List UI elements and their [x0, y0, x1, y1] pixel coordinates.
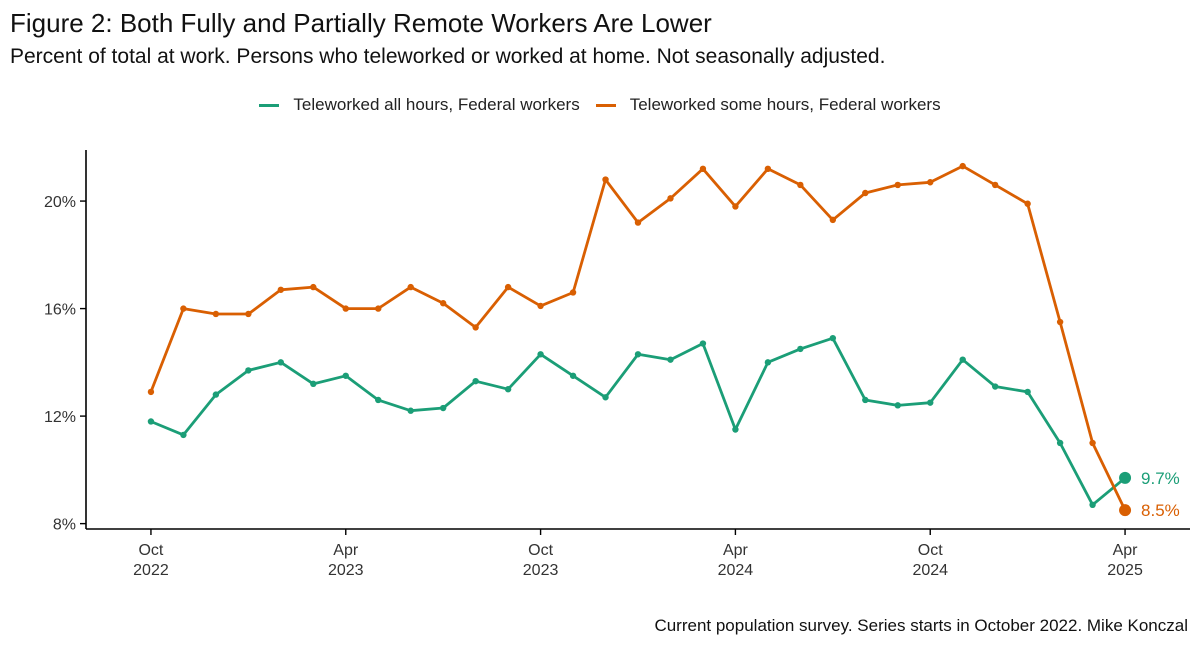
x-tick-label-year: 2023 [328, 562, 364, 579]
data-point [667, 195, 674, 202]
data-point [537, 351, 544, 358]
data-point [180, 431, 187, 439]
legend-item-all-hours: Teleworked all hours, Federal workers [259, 95, 580, 115]
legend-label-some-hours: Teleworked some hours, Federal workers [629, 95, 941, 114]
data-point [277, 359, 285, 366]
data-point [1024, 200, 1031, 207]
data-point [212, 391, 220, 398]
data-point [732, 426, 739, 433]
data-point [569, 289, 577, 296]
x-tick-label-month: Oct [138, 542, 163, 559]
data-point [634, 351, 642, 358]
chart-subtitle: Percent of total at work. Persons who te… [10, 45, 886, 68]
data-point [959, 356, 966, 363]
chart-title: Figure 2: Both Fully and Partially Remot… [10, 8, 712, 38]
series-line-1 [149, 164, 1127, 511]
data-point [1089, 439, 1096, 447]
data-point [894, 181, 901, 189]
data-point [927, 179, 934, 186]
legend-key-all-hours [259, 103, 280, 107]
data-point [862, 396, 869, 404]
data-point [894, 402, 901, 409]
data-point [472, 324, 479, 331]
data-point [212, 310, 220, 318]
x-tick-label-month: Oct [918, 542, 943, 559]
data-point [180, 305, 187, 312]
chart-legend: Teleworked all hours, Federal workers Te… [0, 94, 1200, 116]
data-point [862, 189, 869, 197]
data-point [602, 394, 609, 401]
data-point [1056, 318, 1064, 326]
data-point [472, 377, 479, 385]
data-point [797, 181, 804, 189]
data-point [277, 286, 285, 293]
data-point [310, 283, 317, 291]
data-point [991, 383, 999, 390]
x-tick-label-month: Oct [528, 542, 553, 559]
legend-key-some-hours [595, 103, 616, 107]
data-point [699, 340, 707, 347]
data-point [927, 399, 934, 406]
data-point [245, 310, 252, 318]
data-point [667, 356, 674, 363]
data-point [147, 388, 155, 396]
data-point [245, 367, 252, 374]
legend-item-some-hours: Teleworked some hours, Federal workers [595, 95, 941, 115]
data-point [310, 380, 317, 388]
data-point [1024, 388, 1031, 396]
legend-label-all-hours: Teleworked all hours, Federal workers [293, 95, 580, 114]
data-point [634, 219, 642, 226]
end-label-1: 8.5% [1141, 501, 1180, 520]
data-point [504, 386, 512, 393]
data-point [342, 372, 349, 379]
data-point [569, 372, 577, 379]
data-point [407, 407, 414, 414]
data-point [342, 305, 349, 312]
x-tick-label-year: 2022 [133, 562, 169, 579]
data-point [375, 305, 382, 312]
data-point [147, 418, 155, 425]
end-label-0: 9.7% [1141, 469, 1180, 488]
data-point [764, 165, 772, 173]
data-point [699, 165, 707, 173]
data-point [407, 283, 414, 291]
data-point [1119, 471, 1132, 484]
data-point [829, 216, 837, 224]
x-tick-label-month: Apr [333, 542, 359, 559]
data-point [991, 181, 999, 189]
data-point [1089, 501, 1096, 509]
data-point [732, 203, 739, 210]
data-point [764, 359, 772, 366]
data-point [602, 176, 609, 183]
chart-caption: Current population survey. Series starts… [654, 616, 1188, 635]
y-tick-label: 20% [44, 194, 76, 211]
x-tick-label-month: Apr [1113, 542, 1139, 559]
x-tick-label-month: Apr [723, 542, 749, 559]
x-tick-label-year: 2024 [718, 562, 754, 579]
y-tick-label: 12% [44, 409, 76, 426]
series-line-0 [150, 336, 1126, 507]
y-tick-label: 16% [44, 302, 76, 319]
data-point [1119, 504, 1132, 517]
data-point [375, 396, 382, 404]
x-tick-label-year: 2024 [912, 562, 948, 579]
data-point [504, 283, 512, 291]
data-point [439, 300, 447, 307]
y-tick-label: 8% [53, 517, 76, 534]
x-tick-label-year: 2023 [523, 562, 559, 579]
data-point [439, 404, 447, 412]
data-point [829, 334, 837, 342]
data-point [537, 302, 544, 310]
data-point [959, 162, 966, 170]
data-point [1056, 439, 1064, 447]
x-tick-label-year: 2025 [1107, 562, 1143, 579]
data-point [797, 345, 804, 353]
